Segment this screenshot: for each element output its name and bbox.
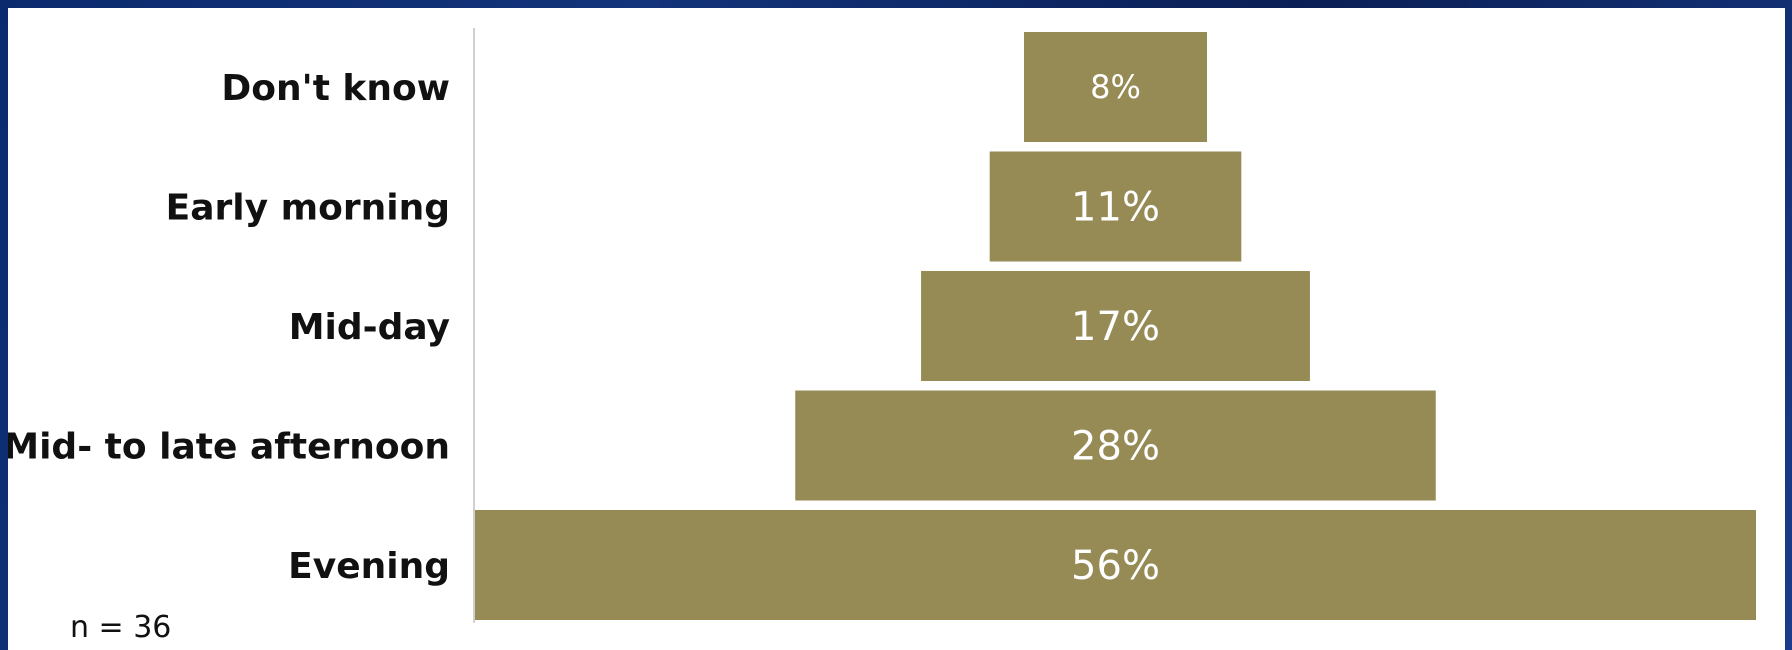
sample-size-note: n = 36 [70,610,172,645]
data-label-don-t-know: 8% [1090,68,1141,106]
data-label-evening: 56% [1071,543,1160,589]
category-label-evening: Evening [288,546,450,587]
bar-mid-day [921,271,1310,381]
bar-early-morning [989,151,1242,262]
category-label-mid-day: Mid-day [289,307,450,348]
funnel-chart: Don't know Early morning Mid-day Mid- to la… [8,28,1756,623]
category-label-early-morning: Early morning [166,188,450,229]
category-labels-group: Don't know Early morning Mid-day Mid- to la… [8,68,450,587]
data-label-mid-day: 17% [1071,304,1160,350]
data-label-mid-to-late-afternoon: 28% [1071,424,1160,470]
bar-evening [475,510,1756,620]
bar-mid-to-late-afternoon [795,390,1436,501]
bar-don-t-know [1024,32,1207,142]
bars-group [475,32,1756,620]
data-labels-group: 8% 11% 17% 28% 56% [1071,68,1160,589]
chart-panel: Don't know Early morning Mid-day Mid- to la… [8,8,1785,650]
data-label-early-morning: 11% [1071,185,1160,231]
category-label-mid-to-late-afternoon: Mid- to late afternoon [8,427,450,468]
category-label-don-t-know: Don't know [221,68,450,109]
